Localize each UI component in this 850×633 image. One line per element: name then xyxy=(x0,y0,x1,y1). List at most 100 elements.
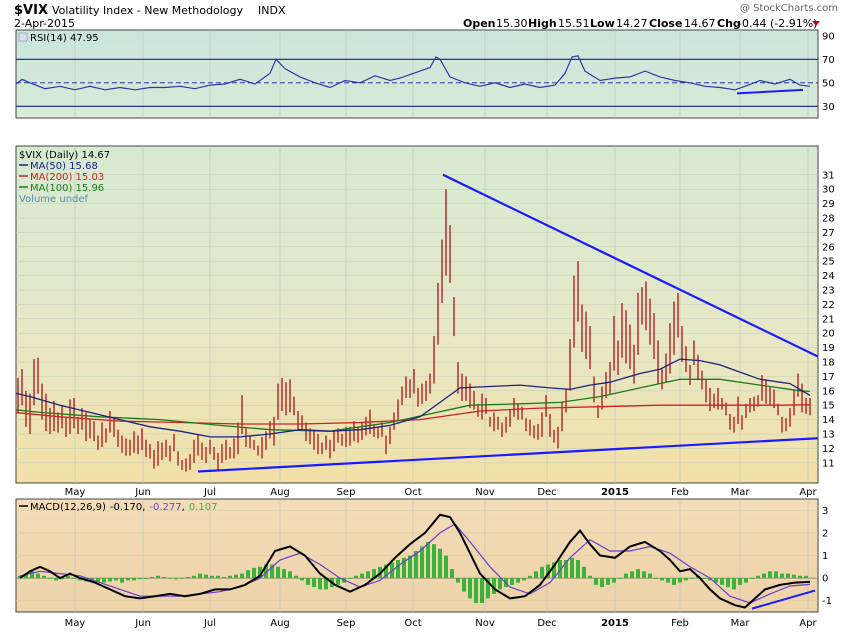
macd-histogram-bar xyxy=(186,577,190,579)
macd-histogram-bar xyxy=(750,578,754,579)
month-label: Sep xyxy=(337,618,356,629)
macd-histogram-bar xyxy=(612,578,616,583)
macd-histogram-bar xyxy=(54,578,58,581)
month-label: Oct xyxy=(404,487,421,498)
ma50-line xyxy=(16,358,811,438)
month-label: Apr xyxy=(799,487,817,498)
price-tick-label: 16 xyxy=(822,386,835,397)
macd-histogram-bar xyxy=(600,578,604,588)
macd-histogram-bar xyxy=(72,578,76,579)
macd-histogram-bar xyxy=(780,573,784,579)
macd-histogram-bar xyxy=(174,578,178,580)
macd-histogram-bar xyxy=(348,578,352,579)
macd-histogram-bar xyxy=(210,575,214,579)
month-label: Jul xyxy=(203,487,216,498)
month-label: Sep xyxy=(337,487,356,498)
rsi-panel-background xyxy=(15,29,819,119)
macd-histogram-bar xyxy=(156,575,160,579)
macd-histogram-bar xyxy=(396,560,400,579)
rsi-legend-icon xyxy=(18,32,28,42)
change-value: -0.44 (-2.91%) xyxy=(738,17,817,30)
macd-histogram-bar xyxy=(414,551,418,579)
macd-histogram-bar xyxy=(408,555,412,579)
macd-histogram-bar xyxy=(588,575,592,579)
macd-histogram-bar xyxy=(720,578,724,585)
ma200-line xyxy=(16,404,811,425)
signal-legend-value: -0.277 xyxy=(149,502,181,513)
price-tick-label: 14 xyxy=(822,415,835,426)
price-tick-label: 17 xyxy=(822,372,835,383)
macd-histogram-bar xyxy=(420,546,424,579)
macd-histogram-bar xyxy=(768,571,772,579)
macd-histogram-bar xyxy=(528,575,532,579)
macd-histogram-bar xyxy=(216,575,220,579)
macd-histogram-bar xyxy=(438,548,442,579)
ohlc-readout: Open 15.30 High 15.51 Low 14.27 Close 14… xyxy=(463,17,820,30)
price-legend: $VIX (Daily) 14.67 MA(50) 15.68 MA(200) … xyxy=(19,150,110,205)
exchange-label: INDX xyxy=(258,4,286,17)
price-legend-title: $VIX (Daily) 14.67 xyxy=(19,150,110,161)
macd-histogram-bar xyxy=(540,566,544,579)
hist-legend-value: 0.107 xyxy=(189,502,218,513)
month-label: Jul xyxy=(203,618,216,629)
rsi-y-ticks: 90 70 50 30 xyxy=(822,31,835,112)
macd-histogram-bar xyxy=(606,578,610,585)
macd-histogram-bar xyxy=(150,577,154,579)
macd-histogram-bar xyxy=(132,578,136,581)
macd-histogram-bar xyxy=(48,578,52,579)
macd-histogram-bar xyxy=(672,578,676,585)
macd-histogram-bar xyxy=(300,578,304,581)
month-label: Mar xyxy=(731,487,751,498)
macd-histogram-bar xyxy=(708,578,712,581)
macd-histogram-bar xyxy=(366,571,370,579)
macd-histogram-bar xyxy=(516,578,520,583)
rsi-reference-lines xyxy=(16,58,818,107)
macd-histogram-bar xyxy=(240,573,244,579)
macd-histogram-bar xyxy=(552,562,556,579)
macd-histogram-bar xyxy=(354,575,358,579)
chart-date: 2-Apr-2015 xyxy=(14,17,75,30)
macd-histogram-bar xyxy=(642,571,646,579)
macd-histogram-bar xyxy=(522,578,526,581)
price-y-ticks: 31 30 29 28 27 26 25 24 23 22 21 20 19 18 17 16 15 14 13 12… xyxy=(822,170,835,469)
macd-histogram-bar xyxy=(168,578,172,579)
change-label: Chg xyxy=(717,17,741,30)
open-label: Open xyxy=(463,17,496,30)
macd-histogram-bar xyxy=(360,573,364,579)
month-label: Oct xyxy=(404,618,421,629)
macd-histogram-bar xyxy=(198,573,202,579)
x-axis-bottom: May Jun Jul Aug Sep Oct Nov Dec 2015 Feb Mar Apr xyxy=(65,618,818,629)
price-tick-label: 23 xyxy=(822,286,835,297)
watermark: @ StockCharts.com xyxy=(740,3,838,14)
macd-histogram-bar xyxy=(264,564,268,579)
macd-tick-label: 0 xyxy=(822,574,828,585)
month-label: 2015 xyxy=(601,487,629,498)
chart-header: $VIX Volatility Index - New Methodology … xyxy=(14,3,838,30)
rsi-gridlines xyxy=(74,30,809,118)
macd-histogram-bar xyxy=(318,578,322,590)
low-value: 14.27 xyxy=(616,17,648,30)
price-trendline xyxy=(442,173,818,358)
macd-histogram-bar xyxy=(306,578,310,585)
macd-histogram-bar xyxy=(498,578,502,590)
price-panel: 31 30 29 28 27 26 25 24 23 22 21 20 19 18 17 16 15 14 13 12… xyxy=(15,145,835,484)
macd-histogram-bar xyxy=(102,578,106,583)
month-label: Nov xyxy=(475,618,495,629)
macd-trendline xyxy=(751,589,816,610)
rsi-tick-label: 90 xyxy=(822,31,835,42)
macd-histogram-bar xyxy=(450,569,454,579)
macd-legend: MACD(12,26,9) -0.170, -0.277, 0.107 xyxy=(19,502,217,513)
macd-histogram-bar xyxy=(744,578,748,583)
macd-histogram-bar xyxy=(336,578,340,585)
macd-histogram-bar xyxy=(756,575,760,579)
high-value: 15.51 xyxy=(558,17,590,30)
macd-histogram-bar xyxy=(30,571,34,579)
macd-histogram-bar xyxy=(468,578,472,599)
price-tick-label: 28 xyxy=(822,214,835,225)
macd-histogram-bar xyxy=(774,571,778,579)
macd-histogram-bar xyxy=(42,575,46,579)
macd-histogram-bar xyxy=(192,575,196,579)
macd-histogram-bar xyxy=(660,578,664,581)
macd-histogram-bar xyxy=(762,573,766,579)
